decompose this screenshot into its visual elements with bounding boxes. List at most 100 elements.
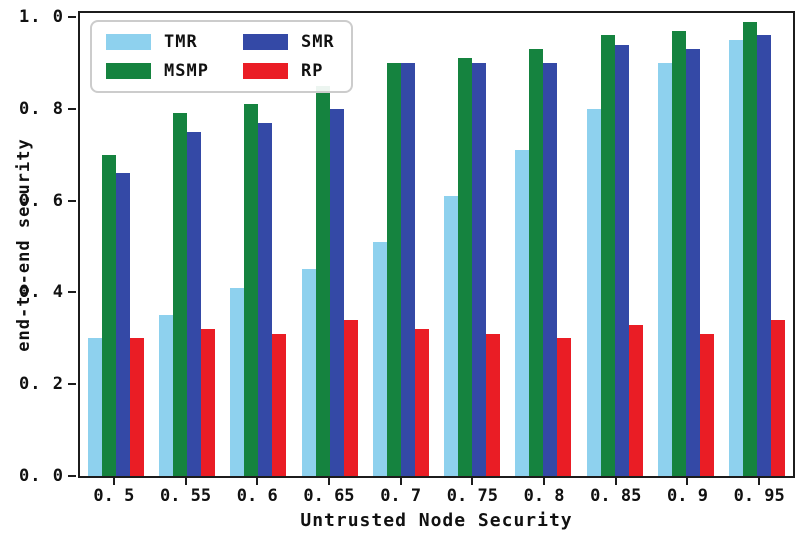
- y-tick-label-0.6: 0. 6: [19, 190, 64, 211]
- x-tick-0.55: [150, 478, 222, 486]
- y-tick-label-0.4: 0. 4: [19, 282, 64, 303]
- bar-rp-0.7: [414, 329, 429, 476]
- x-tick-label-0.9: 0. 9: [667, 486, 708, 506]
- bar-group-0.6: [223, 13, 294, 476]
- bar-group-0.75: [436, 13, 507, 476]
- bar-rp-0.65: [343, 320, 358, 476]
- x-tick-0.95: [723, 478, 795, 486]
- bar-msmp-0.55: [172, 113, 187, 476]
- x-tick-label-0.5: 0. 5: [93, 486, 135, 506]
- y-tick-label-1: 1. 0: [19, 7, 64, 27]
- y-tick-0: [68, 475, 76, 477]
- bar-msmp-0.6: [244, 104, 259, 476]
- bar-msmp-0.8: [529, 49, 544, 476]
- legend-item-smr: SMR: [242, 32, 335, 52]
- legend-item-tmr: TMR: [106, 32, 209, 52]
- y-axis-title-text: end-to-end security: [14, 138, 34, 352]
- legend-item-rp: RP: [242, 61, 335, 81]
- legend-swatch-tmr: [106, 34, 151, 50]
- bar-msmp-0.75: [458, 58, 473, 476]
- bar-smr-0.7: [400, 63, 415, 476]
- x-tick-mark: [399, 478, 402, 485]
- bar-rp-0.85: [628, 325, 643, 476]
- bar-tmr-0.6: [230, 288, 245, 476]
- legend-swatch-rp: [242, 63, 288, 79]
- x-tick-label-0.55: 0. 55: [159, 486, 212, 506]
- x-tick-0.65: [293, 478, 365, 486]
- x-tick-label-0.85: 0. 85: [590, 486, 642, 506]
- x-tick-mark: [686, 478, 689, 485]
- x-tick-mark: [471, 478, 474, 485]
- x-tick-label-0.7: 0. 7: [380, 486, 422, 506]
- bar-rp-0.95: [771, 320, 786, 476]
- bar-msmp-0.5: [101, 155, 116, 476]
- bar-tmr-0.75: [444, 196, 459, 476]
- bar-rp-0.9: [700, 334, 715, 476]
- x-tick-0.9: [652, 478, 724, 486]
- y-tick-0.4: [68, 291, 76, 294]
- bar-rp-0.8: [557, 338, 572, 476]
- bar-tmr-0.5: [87, 338, 102, 476]
- bar-group-0.55: [151, 13, 222, 476]
- bar-group-0.9: [650, 13, 721, 476]
- bar-rp-0.6: [272, 334, 287, 476]
- plot-area: TMR MSMP SMR RP: [78, 11, 795, 478]
- x-tick-marks: [78, 478, 795, 486]
- x-tick-mark: [112, 478, 115, 485]
- legend-label-msmp: MSMP: [164, 61, 209, 81]
- x-tick-0.5: [78, 478, 150, 486]
- bar-tmr-0.85: [586, 109, 601, 476]
- y-tick-label-0.2: 0. 2: [19, 374, 64, 395]
- bar-smr-0.9: [686, 49, 701, 476]
- bar-msmp-0.95: [743, 22, 758, 476]
- x-tick-mark: [184, 478, 187, 485]
- legend-label-tmr: TMR: [164, 32, 198, 52]
- bar-smr-0.8: [543, 63, 558, 476]
- x-tick-0.85: [580, 478, 652, 486]
- x-tick-label-0.8: 0. 8: [523, 486, 565, 506]
- y-tick-0.6: [68, 199, 76, 202]
- bar-group-0.95: [722, 13, 793, 476]
- x-tick-mark: [256, 478, 259, 485]
- bar-smr-0.95: [757, 35, 772, 476]
- x-tick-label-0.75: 0. 75: [446, 486, 498, 506]
- y-tick-0.8: [68, 107, 76, 110]
- y-tick-label-0.8: 0. 8: [19, 98, 64, 119]
- x-tick-label-0.95: 0. 95: [733, 486, 785, 506]
- bar-tmr-0.55: [158, 315, 173, 476]
- legend-label-rp: RP: [300, 61, 324, 81]
- bar-rp-0.55: [200, 329, 215, 476]
- bar-smr-0.6: [258, 123, 273, 476]
- x-tick-0.6: [221, 478, 293, 486]
- legend-swatch-smr: [242, 34, 288, 50]
- bar-group-0.85: [579, 13, 650, 476]
- x-tick-mark: [327, 478, 330, 485]
- bar-msmp-0.7: [386, 63, 401, 476]
- legend-item-msmp: MSMP: [106, 61, 209, 81]
- bar-group-0.5: [80, 13, 151, 476]
- bar-rp-0.75: [486, 334, 501, 476]
- y-tick-label-0: 0. 0: [19, 466, 64, 486]
- bar-smr-0.85: [614, 45, 629, 476]
- bar-tmr-0.7: [372, 242, 387, 476]
- bar-tmr-0.9: [658, 63, 673, 476]
- legend-label-smr: SMR: [300, 32, 335, 52]
- bar-msmp-0.85: [600, 35, 615, 476]
- bar-smr-0.75: [472, 63, 487, 476]
- y-tick-1: [68, 16, 76, 18]
- legend: TMR MSMP SMR RP: [90, 20, 353, 93]
- x-tick-0.8: [508, 478, 580, 486]
- x-tick-mark: [758, 478, 761, 485]
- x-tick-labels: 0. 5 0. 55 0. 6 0. 65 0. 7 0. 75 0. 8 0. 85 0. 9…: [78, 486, 795, 506]
- bar-group-0.8: [508, 13, 579, 476]
- y-tick-0.2: [68, 383, 76, 386]
- bar-msmp-0.65: [315, 86, 330, 476]
- plot-inner: [80, 13, 793, 476]
- x-tick-label-0.65: 0. 65: [303, 486, 355, 506]
- bar-smr-0.5: [115, 173, 130, 476]
- bar-tmr-0.8: [515, 150, 530, 476]
- bar-tmr-0.95: [729, 40, 744, 476]
- x-tick-mark: [614, 478, 617, 485]
- x-tick-0.75: [437, 478, 509, 486]
